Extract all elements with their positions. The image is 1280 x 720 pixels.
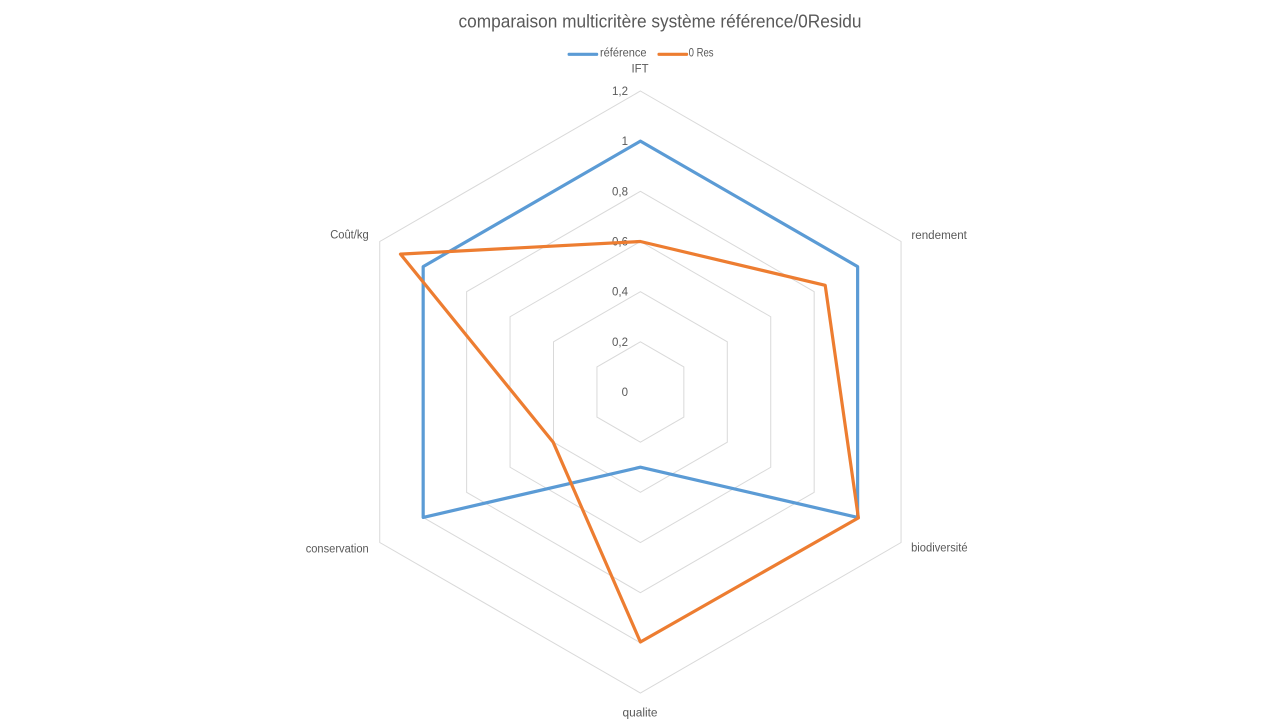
svg-text:comparaison multicritère systè: comparaison multicritère système référen…: [459, 11, 862, 32]
svg-text:rendement: rendement: [911, 230, 967, 242]
svg-text:1: 1: [622, 136, 628, 148]
svg-text:référence: référence: [600, 48, 647, 60]
svg-text:biodiversité: biodiversité: [911, 543, 968, 555]
svg-text:Coût/kg: Coût/kg: [330, 229, 369, 241]
svg-text:0,4: 0,4: [612, 287, 629, 299]
svg-text:0,8: 0,8: [612, 186, 628, 198]
svg-text:qualite: qualite: [623, 708, 658, 720]
svg-text:conservation: conservation: [306, 543, 369, 555]
svg-text:0: 0: [622, 387, 628, 399]
svg-text:0 Res: 0 Res: [689, 48, 714, 60]
svg-text:IFT: IFT: [632, 63, 649, 75]
svg-text:0,2: 0,2: [612, 337, 628, 349]
svg-text:1,2: 1,2: [612, 86, 628, 98]
